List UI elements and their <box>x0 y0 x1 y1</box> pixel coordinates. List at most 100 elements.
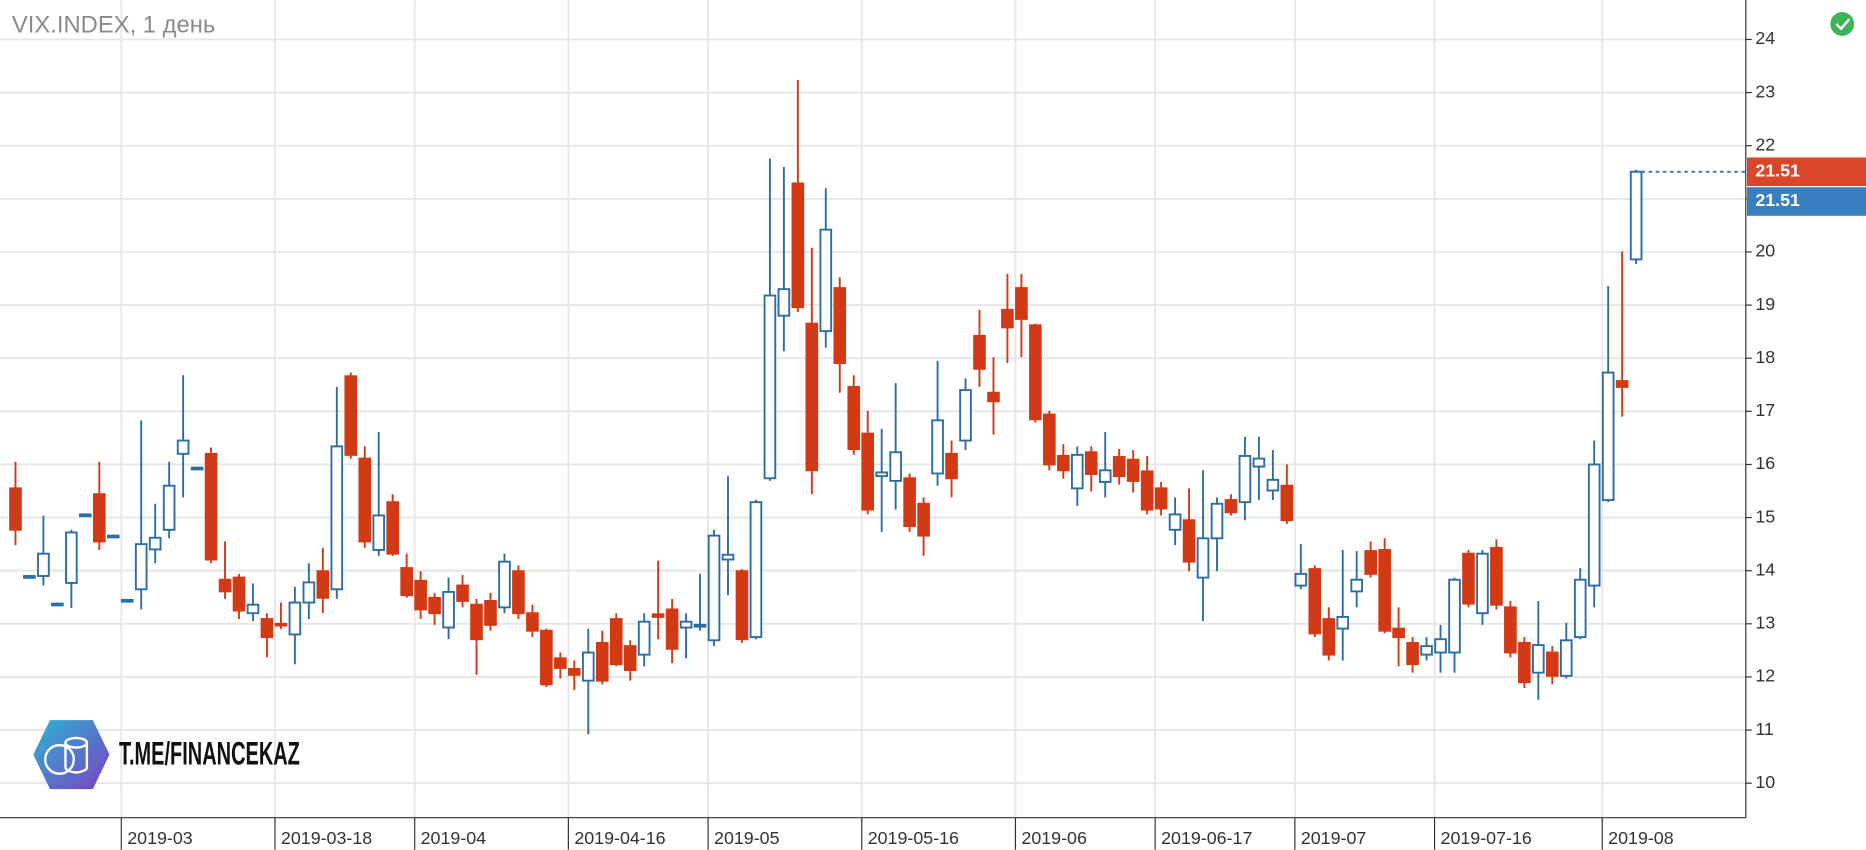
x-tick-label: 2019-06-17 <box>1161 828 1252 848</box>
candle-body <box>540 629 553 686</box>
candle-body <box>498 560 511 609</box>
candle-body <box>1043 413 1056 466</box>
candle-body <box>861 432 875 511</box>
candle-body <box>204 452 218 561</box>
candle-body <box>176 439 190 455</box>
logo-stack-side <box>64 742 89 774</box>
candle-body <box>414 579 427 611</box>
candle-body <box>37 552 50 577</box>
candle-body <box>973 334 986 370</box>
candle-body <box>735 570 749 641</box>
candle-body <box>1252 457 1266 468</box>
candle-body <box>260 618 274 639</box>
candle-body <box>1462 552 1475 605</box>
y-tick-label: 13 <box>1755 613 1775 633</box>
candle-body <box>917 502 930 537</box>
candle-body <box>218 578 232 593</box>
candle-body <box>889 451 902 482</box>
candle-body <box>819 228 833 333</box>
y-tick-label: 10 <box>1755 772 1775 792</box>
candle-body <box>1001 308 1014 329</box>
y-tick-label: 15 <box>1755 506 1775 526</box>
candle-body <box>721 553 735 561</box>
candle-body <box>246 603 260 615</box>
x-tick-label: 2019-04 <box>421 828 487 848</box>
candle-body <box>358 457 372 543</box>
candle-body <box>1308 568 1322 635</box>
candle-body <box>288 601 302 636</box>
candle-body <box>847 385 861 450</box>
candle-body <box>92 493 106 543</box>
candle-body <box>554 657 567 669</box>
candle-body <box>805 322 819 472</box>
candle-body <box>568 668 581 676</box>
candle-body <box>190 466 204 471</box>
candle-body <box>372 514 386 551</box>
candle-body <box>931 419 944 475</box>
candle-body <box>749 501 763 639</box>
candle-body <box>134 543 148 591</box>
candle-body <box>665 608 679 650</box>
candle-body <box>1112 456 1126 478</box>
candle-body <box>637 620 651 656</box>
candle-body <box>1476 552 1489 615</box>
candle-body <box>1070 453 1084 490</box>
y-tick-label: 14 <box>1755 559 1775 579</box>
candle-body <box>1350 578 1364 593</box>
candle-body <box>1532 644 1545 674</box>
candle-body <box>162 484 176 531</box>
candle-body <box>1629 170 1643 261</box>
candle-body <box>1559 639 1573 677</box>
candle-body <box>1601 371 1615 501</box>
candle-body <box>1168 513 1182 531</box>
y-tick-label: 17 <box>1755 400 1775 420</box>
candle-body <box>1378 549 1391 632</box>
candle-body <box>386 501 400 555</box>
candle-body <box>1573 578 1587 639</box>
candle-body <box>106 534 120 539</box>
candle-body <box>1140 470 1154 511</box>
candle-body <box>1364 550 1377 575</box>
price-tag-label: 21.51 <box>1755 160 1800 180</box>
y-tick-label: 16 <box>1755 453 1775 473</box>
candle-body <box>875 471 888 478</box>
price-tag-label: 21.51 <box>1755 190 1800 210</box>
x-tick-label: 2019-07-16 <box>1441 828 1532 848</box>
x-tick-label: 2019-03-18 <box>281 828 372 848</box>
candle-body <box>1098 469 1112 483</box>
y-tick-label: 19 <box>1755 294 1775 314</box>
candle-body <box>428 596 441 615</box>
candle-body <box>1518 641 1531 684</box>
candle-body <box>120 598 134 603</box>
candle-body <box>1084 451 1098 475</box>
status-icon <box>1830 12 1855 36</box>
candle-body <box>148 536 162 551</box>
candle-body <box>23 575 36 579</box>
candle-body <box>1057 454 1070 472</box>
x-tick-label: 2019-07 <box>1301 828 1367 848</box>
candle-body <box>51 602 64 607</box>
candle-body <box>274 622 288 627</box>
candle-body <box>1294 572 1308 587</box>
candle-body <box>1490 546 1503 606</box>
candle-body <box>1196 537 1210 579</box>
candle-body <box>526 612 539 632</box>
candle-body <box>903 477 916 528</box>
candle-body <box>1015 287 1028 320</box>
x-tick-label: 2019-08 <box>1608 828 1674 848</box>
candle-body <box>1587 463 1601 587</box>
candle-body <box>1406 641 1419 666</box>
candle-body <box>791 182 805 309</box>
candle-body <box>1210 502 1224 540</box>
candle-body <box>302 581 316 604</box>
candles <box>9 79 1643 735</box>
candle-body <box>609 618 623 666</box>
candle-body <box>1434 638 1447 654</box>
candle-body <box>470 603 483 641</box>
price-tag <box>1746 157 1866 187</box>
candle-body <box>1615 380 1629 388</box>
y-tick-label: 11 <box>1755 719 1774 739</box>
y-tick-label: 18 <box>1755 347 1775 367</box>
candle-body <box>484 600 497 626</box>
